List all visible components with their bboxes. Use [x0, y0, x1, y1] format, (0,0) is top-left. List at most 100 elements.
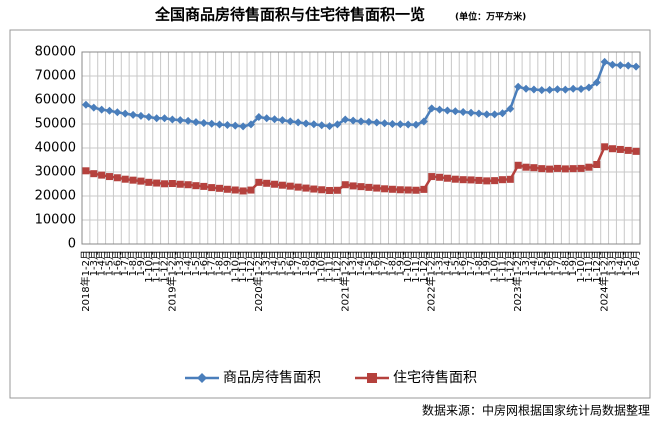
x-tick-label: 1-12月 [159, 250, 171, 283]
point [616, 145, 624, 153]
point [506, 175, 514, 183]
x-tick-label: 1-12月 [591, 250, 603, 283]
point [498, 176, 506, 184]
point [420, 185, 428, 193]
x-tick-label: 1-6月 [284, 250, 296, 276]
point [286, 182, 294, 190]
point [105, 106, 114, 115]
point [380, 119, 389, 128]
x-tick-label: 2018年1-2月 [79, 250, 92, 312]
point [412, 186, 420, 194]
x-tick-label: 1-10月 [402, 250, 414, 283]
x-tick-label: 1-3月 [347, 250, 359, 276]
point [286, 117, 295, 126]
point [231, 121, 240, 130]
x-tick-label: 1-3月 [606, 250, 618, 276]
x-tick-label: 1-7月 [119, 250, 131, 276]
x-tick-label: 2019年1-2月 [165, 250, 178, 312]
point [529, 85, 538, 94]
point [537, 86, 546, 95]
x-tick-label: 1-10月 [575, 250, 587, 283]
point [600, 57, 609, 66]
point [82, 167, 90, 175]
y-tick-label: 10000 [35, 213, 76, 228]
point [404, 186, 412, 194]
legend-label: 住宅待售面积 [393, 370, 477, 386]
point [427, 104, 436, 113]
point [585, 163, 593, 171]
legend-label: 商品房待售面积 [223, 370, 321, 386]
point [199, 119, 208, 128]
y-tick-label: 60000 [35, 93, 76, 108]
x-tick-label: 1-5月 [622, 250, 634, 276]
point [255, 178, 263, 186]
point [357, 183, 365, 191]
y-tick-label: 40000 [35, 141, 76, 156]
point [388, 120, 397, 128]
x-tick-label: 1-4月 [269, 250, 281, 276]
point [396, 120, 405, 129]
point [443, 106, 452, 115]
x-tick-label: 1-11月 [583, 250, 595, 283]
point [90, 170, 98, 178]
point [176, 116, 185, 125]
point [98, 171, 106, 179]
point [459, 176, 467, 184]
x-tick-label: 1-12月 [331, 250, 343, 283]
point [608, 60, 617, 69]
point [412, 120, 421, 129]
point [136, 111, 145, 120]
point [561, 165, 569, 173]
x-tick-label: 1-9月 [135, 250, 147, 276]
point [436, 173, 444, 181]
point [207, 119, 216, 128]
x-tick-label: 2020年1-2月 [252, 250, 265, 312]
point [184, 181, 192, 189]
x-tick-label: 1-7月 [206, 250, 218, 276]
x-tick-label: 2024年1-2月 [598, 250, 611, 312]
point [451, 107, 460, 116]
point [121, 175, 129, 183]
x-tick-label: 1-6月 [544, 250, 556, 276]
y-tick-label: 50000 [35, 117, 76, 132]
point [608, 145, 616, 153]
point [475, 176, 483, 184]
x-tick-label: 1-8月 [473, 250, 485, 276]
point [113, 108, 122, 117]
x-tick-label: 1-5月 [276, 250, 288, 276]
point [530, 164, 538, 172]
chart-frame [9, 29, 651, 399]
point [239, 187, 247, 195]
point [129, 110, 138, 119]
x-tick-label: 1-10月 [229, 250, 241, 283]
point [632, 62, 641, 71]
point [522, 84, 531, 93]
x-tick-label: 1-8月 [559, 250, 571, 276]
chart-title: 全国商品房待售面积与住宅待售面积一览 [154, 6, 425, 24]
point [263, 179, 271, 187]
point [160, 114, 169, 123]
point [514, 161, 522, 169]
point [333, 186, 341, 194]
x-tick-label: 1-9月 [567, 250, 579, 276]
point [388, 185, 396, 193]
point [467, 176, 475, 184]
point [593, 161, 601, 169]
point [231, 186, 239, 194]
point [545, 85, 554, 94]
point [341, 115, 350, 124]
point [184, 116, 193, 125]
x-tick-label: 1-5月 [190, 250, 202, 276]
point [168, 180, 176, 188]
point [419, 117, 428, 126]
point [271, 180, 279, 188]
x-tick-label: 1-4月 [96, 250, 108, 276]
point [561, 85, 570, 94]
point [294, 183, 302, 191]
point [357, 117, 365, 126]
point [341, 181, 349, 189]
point [113, 174, 121, 182]
point [326, 186, 334, 194]
x-tick-label: 1-6月 [371, 250, 383, 276]
x-tick-label: 1-4月 [441, 250, 453, 276]
